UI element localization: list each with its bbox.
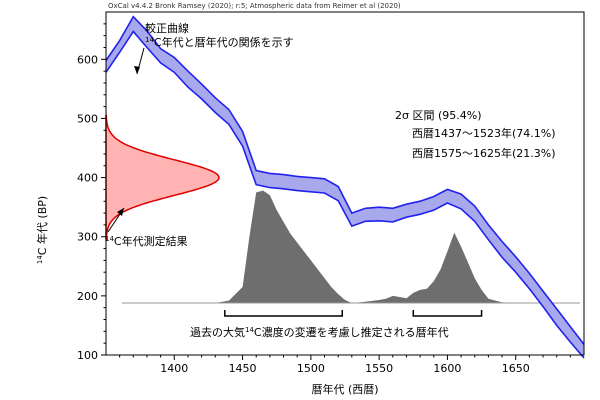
posterior-layer bbox=[106, 190, 584, 304]
axis-layer: 1400 1450 1500 1550 1600 1650 100 200 300 400 500 6… bbox=[77, 23, 571, 375]
curve-subtitle-rest: C年代と暦年代の関係を示す bbox=[154, 35, 294, 49]
calibration-lower-edge bbox=[105, 30, 585, 359]
bracket-caption-post: C濃度の変遷を考慮し推定される暦年代 bbox=[254, 325, 449, 339]
y-tick-label: 400 bbox=[77, 172, 98, 185]
x-tick-label: 1500 bbox=[297, 362, 325, 375]
curve-subtitle: 14C年代と暦年代の関係を示す bbox=[145, 35, 294, 49]
range-1: 西暦1437～1523年(74.1%) bbox=[412, 126, 556, 140]
measurement-layer bbox=[105, 114, 220, 241]
bracket-caption-pre: 過去の大気 bbox=[190, 325, 245, 339]
x-axis-label: 暦年代 (西暦) bbox=[311, 382, 378, 396]
bracket-caption-sup: 14 bbox=[245, 326, 254, 334]
curve-pointer-head bbox=[134, 66, 140, 74]
calibration-curve-layer bbox=[105, 15, 585, 359]
y-tick-label: 300 bbox=[77, 231, 98, 244]
credit-text: OxCal v4.4.2 Bronk Ramsey (2020); r:5; A… bbox=[108, 2, 401, 10]
range-2: 西暦1575～1625年(21.3%) bbox=[412, 146, 556, 160]
curve-title: 較正曲線 bbox=[145, 21, 189, 35]
y-axis-label: 14C 年代 (BP) bbox=[35, 196, 49, 264]
measurement-label-rest: C年代測定結果 bbox=[114, 234, 188, 248]
posterior-distribution bbox=[106, 190, 584, 303]
calibration-upper-edge bbox=[105, 15, 585, 345]
measurement-distribution bbox=[105, 114, 220, 241]
plot-frame bbox=[105, 11, 585, 356]
bracket-layer bbox=[224, 310, 483, 317]
x-tick-label: 1450 bbox=[229, 362, 257, 375]
x-tick-label: 1550 bbox=[365, 362, 393, 375]
x-tick-label: 1400 bbox=[160, 362, 188, 375]
y-tick-label: 100 bbox=[77, 349, 98, 362]
measurement-label: 14C年代測定結果 bbox=[105, 234, 188, 248]
measurement-label-sup: 14 bbox=[105, 235, 114, 243]
range-bracket-2 bbox=[412, 310, 483, 317]
y-axis-label-rest: C 年代 (BP) bbox=[35, 196, 49, 255]
curve-subtitle-sup: 14 bbox=[145, 36, 154, 44]
x-tick-label: 1600 bbox=[433, 362, 461, 375]
y-tick-label: 500 bbox=[77, 112, 98, 125]
range-bracket-1 bbox=[224, 310, 344, 317]
calibration-band bbox=[106, 16, 584, 358]
y-tick-label: 600 bbox=[77, 53, 98, 66]
x-tick-label: 1650 bbox=[502, 362, 530, 375]
y-tick-label: 200 bbox=[77, 290, 98, 303]
sigma-title: 2σ 区間 (95.4%) bbox=[395, 109, 482, 122]
y-axis-label-sup: 14 bbox=[36, 255, 44, 264]
measurement-pointer-head bbox=[117, 208, 124, 216]
bracket-caption: 過去の大気14C濃度の変遷を考慮し推定される暦年代 bbox=[190, 325, 449, 339]
